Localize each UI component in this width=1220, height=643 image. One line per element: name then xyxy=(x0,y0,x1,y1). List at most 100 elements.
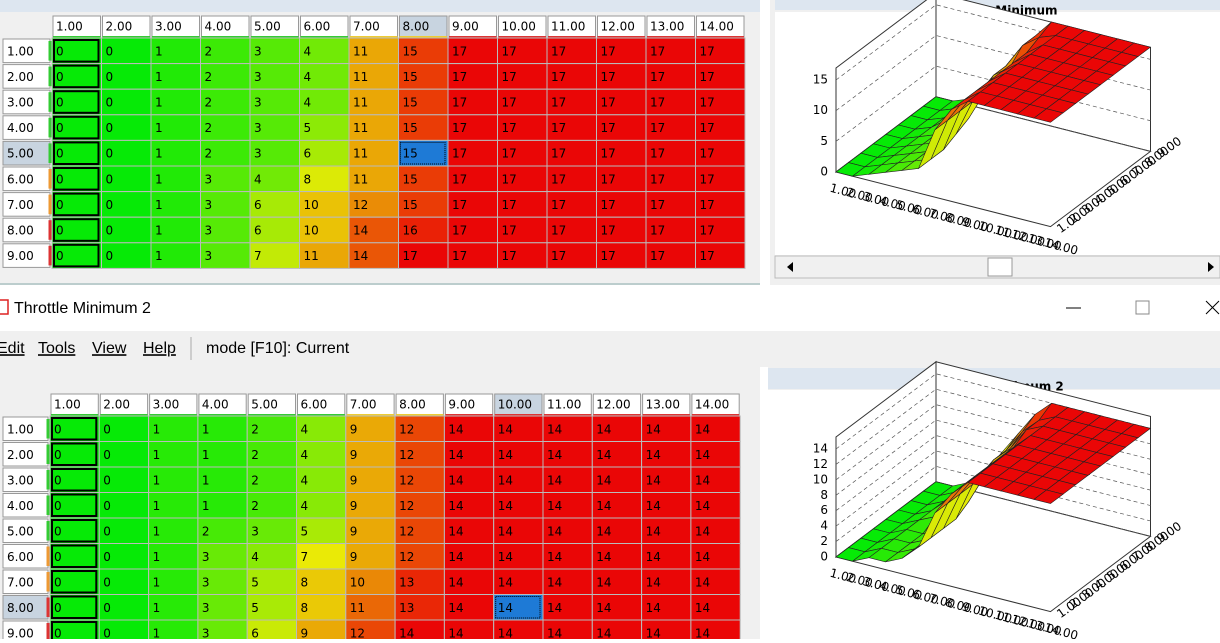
cell[interactable] xyxy=(690,568,741,595)
cell[interactable] xyxy=(296,517,347,544)
cell[interactable] xyxy=(497,165,548,193)
cell[interactable] xyxy=(148,517,199,544)
cell[interactable] xyxy=(641,568,692,595)
cell[interactable] xyxy=(299,139,350,167)
cell[interactable] xyxy=(345,568,396,595)
cell[interactable] xyxy=(591,415,643,442)
cell[interactable] xyxy=(596,139,647,167)
cell[interactable] xyxy=(150,37,201,65)
cell[interactable] xyxy=(493,415,544,442)
cell[interactable] xyxy=(596,191,647,218)
cell[interactable] xyxy=(447,88,498,116)
cell[interactable] xyxy=(591,466,643,493)
cell[interactable] xyxy=(394,492,445,519)
cell[interactable] xyxy=(197,517,248,544)
cell[interactable] xyxy=(49,492,100,519)
menu-item[interactable]: View xyxy=(92,340,127,357)
scroll-left[interactable] xyxy=(787,262,793,272)
cell[interactable] xyxy=(296,415,347,442)
cell[interactable] xyxy=(398,191,449,218)
cell[interactable] xyxy=(394,466,445,493)
cell[interactable] xyxy=(695,88,746,116)
cell[interactable] xyxy=(542,415,593,442)
cell[interactable] xyxy=(249,37,300,65)
cell[interactable] xyxy=(497,216,548,244)
close-button[interactable] xyxy=(1205,300,1220,315)
cell[interactable] xyxy=(645,114,696,141)
cell[interactable] xyxy=(641,466,692,493)
cell[interactable] xyxy=(101,88,152,116)
cell[interactable] xyxy=(49,594,100,621)
cell[interactable] xyxy=(695,165,746,193)
cell[interactable] xyxy=(348,242,399,269)
cell[interactable] xyxy=(246,543,297,570)
cell[interactable] xyxy=(596,242,647,269)
cell[interactable] xyxy=(249,191,300,218)
cell[interactable] xyxy=(695,139,746,167)
cell[interactable] xyxy=(101,216,152,244)
cell[interactable] xyxy=(690,619,741,643)
cell[interactable] xyxy=(542,466,593,493)
cell[interactable] xyxy=(49,466,100,493)
cell[interactable] xyxy=(546,63,597,90)
cell[interactable] xyxy=(348,88,399,116)
cell[interactable] xyxy=(398,216,449,244)
cell[interactable] xyxy=(447,139,498,167)
menu-item[interactable]: Tools xyxy=(38,340,75,357)
cell[interactable] xyxy=(497,242,548,269)
menu-item[interactable]: Edit xyxy=(0,340,25,357)
cell[interactable] xyxy=(447,216,498,244)
cell[interactable] xyxy=(641,594,692,621)
cell[interactable] xyxy=(51,165,102,193)
cell[interactable] xyxy=(51,114,102,141)
cell[interactable] xyxy=(200,191,251,218)
cell[interactable] xyxy=(197,415,248,442)
cell[interactable] xyxy=(493,466,544,493)
cell[interactable] xyxy=(150,242,201,269)
cell[interactable] xyxy=(49,517,100,544)
cell[interactable] xyxy=(641,415,692,442)
cell[interactable] xyxy=(200,37,251,65)
cell[interactable] xyxy=(200,242,251,269)
cell[interactable] xyxy=(345,441,396,468)
cell[interactable] xyxy=(150,63,201,90)
cell[interactable] xyxy=(443,415,495,442)
cell[interactable] xyxy=(101,191,152,218)
cell[interactable] xyxy=(197,568,248,595)
cell[interactable] xyxy=(493,543,544,570)
cell[interactable] xyxy=(246,492,297,519)
cell[interactable] xyxy=(596,63,647,90)
cell[interactable] xyxy=(443,466,495,493)
cell[interactable] xyxy=(200,114,251,141)
cell[interactable] xyxy=(296,466,347,493)
cell[interactable] xyxy=(394,415,445,442)
cell[interactable] xyxy=(493,568,544,595)
cell[interactable] xyxy=(249,139,300,167)
cell[interactable] xyxy=(197,594,248,621)
cell[interactable] xyxy=(447,165,498,193)
cell[interactable] xyxy=(299,114,350,141)
cell[interactable] xyxy=(591,568,643,595)
cell[interactable] xyxy=(542,517,593,544)
cell[interactable] xyxy=(695,216,746,244)
cell[interactable] xyxy=(695,114,746,141)
cell[interactable] xyxy=(348,63,399,90)
cell[interactable] xyxy=(443,543,495,570)
maximize-button[interactable] xyxy=(1135,300,1150,315)
menu-item[interactable]: Help xyxy=(143,340,176,357)
cell[interactable] xyxy=(246,568,297,595)
cell[interactable] xyxy=(497,114,548,141)
cell[interactable] xyxy=(148,543,199,570)
cell[interactable] xyxy=(497,37,548,65)
cell[interactable] xyxy=(246,594,297,621)
cell[interactable] xyxy=(49,568,100,595)
cell[interactable] xyxy=(493,594,544,621)
cell[interactable] xyxy=(591,594,643,621)
cell[interactable] xyxy=(101,165,152,193)
cell[interactable] xyxy=(49,415,100,442)
scroll-right[interactable] xyxy=(1208,262,1214,272)
cell[interactable] xyxy=(150,88,201,116)
cell[interactable] xyxy=(398,63,449,90)
cell[interactable] xyxy=(246,466,297,493)
cell[interactable] xyxy=(249,216,300,244)
